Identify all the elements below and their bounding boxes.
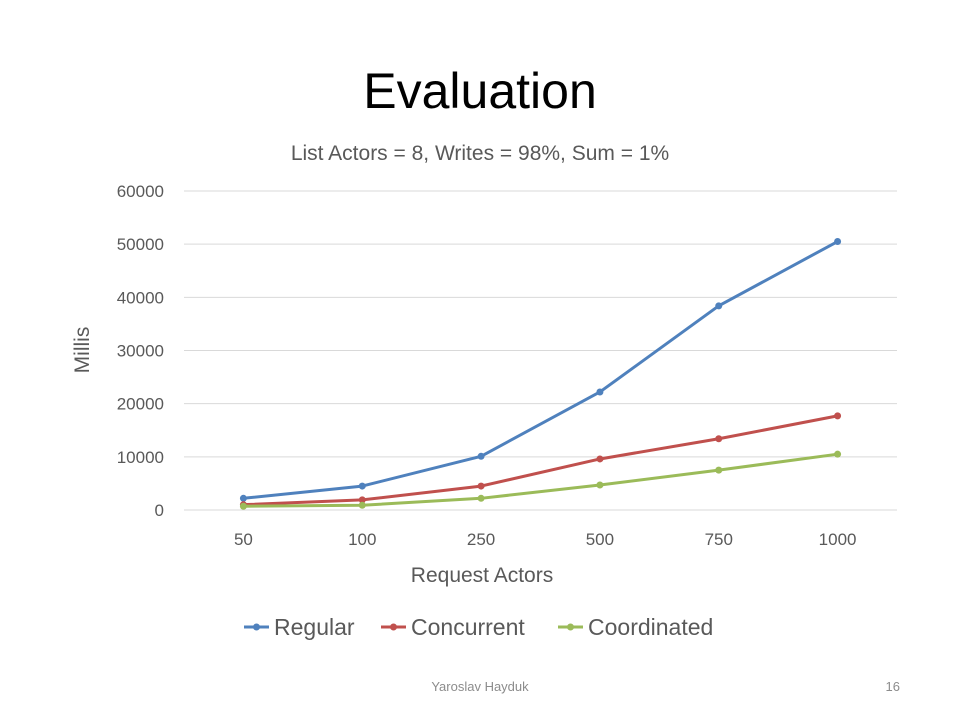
x-axis-title: Request Actors [411,564,553,587]
x-tick-label: 250 [467,530,495,549]
y-tick-label: 60000 [117,182,164,201]
x-axis-ticks: 50 100 250 500 750 1000 [234,530,857,549]
series-coordinated [239,450,842,510]
series-concurrent [239,412,842,509]
data-point [715,435,723,443]
x-tick-label: 50 [234,530,253,549]
y-tick-label: 10000 [117,448,164,467]
data-point [596,388,604,396]
slide-title: Evaluation [363,63,597,119]
y-tick-label: 0 [155,501,164,520]
x-tick-label: 500 [586,530,614,549]
data-point [477,494,485,502]
data-point [358,501,366,509]
series-regular [239,238,842,502]
legend-item: Concurrent [381,614,525,640]
y-tick-label: 30000 [117,342,164,361]
y-tick-label: 40000 [117,288,164,307]
legend-label: Coordinated [588,614,713,640]
x-tick-label: 750 [705,530,733,549]
footer-author: Yaroslav Hayduk [431,679,529,694]
legend-swatch-marker [567,623,574,631]
data-point [358,496,366,504]
page-number: 16 [885,679,900,694]
data-point [477,452,485,460]
legend-swatch-marker [390,623,397,631]
data-point [715,302,723,310]
y-axis-ticks: 0 10000 20000 30000 40000 50000 60000 [117,182,164,520]
y-tick-label: 50000 [117,235,164,254]
x-tick-label: 1000 [819,530,857,549]
legend-label: Regular [274,614,355,640]
legend-label: Concurrent [411,614,525,640]
chart-title: List Actors = 8, Writes = 98%, Sum = 1% [291,142,669,165]
x-tick-label: 100 [348,530,376,549]
series-line [241,240,840,500]
data-point [715,466,723,474]
legend-swatch-marker [253,623,260,631]
gridlines [184,190,897,511]
legend: Regular Concurrent Coordinated [244,614,713,640]
data-point [834,450,842,458]
data-point [239,502,247,510]
series-layer [239,238,842,510]
y-axis-title: Millis [71,327,94,374]
legend-item: Regular [244,614,355,640]
series-line [241,414,840,507]
data-point [834,238,842,246]
y-tick-label: 20000 [117,395,164,414]
data-point [239,494,247,502]
data-point [477,482,485,490]
series-line [241,452,840,508]
data-point [834,412,842,420]
legend-item: Coordinated [558,614,713,640]
data-point [358,482,366,490]
data-point [596,455,604,463]
data-point [596,481,604,489]
